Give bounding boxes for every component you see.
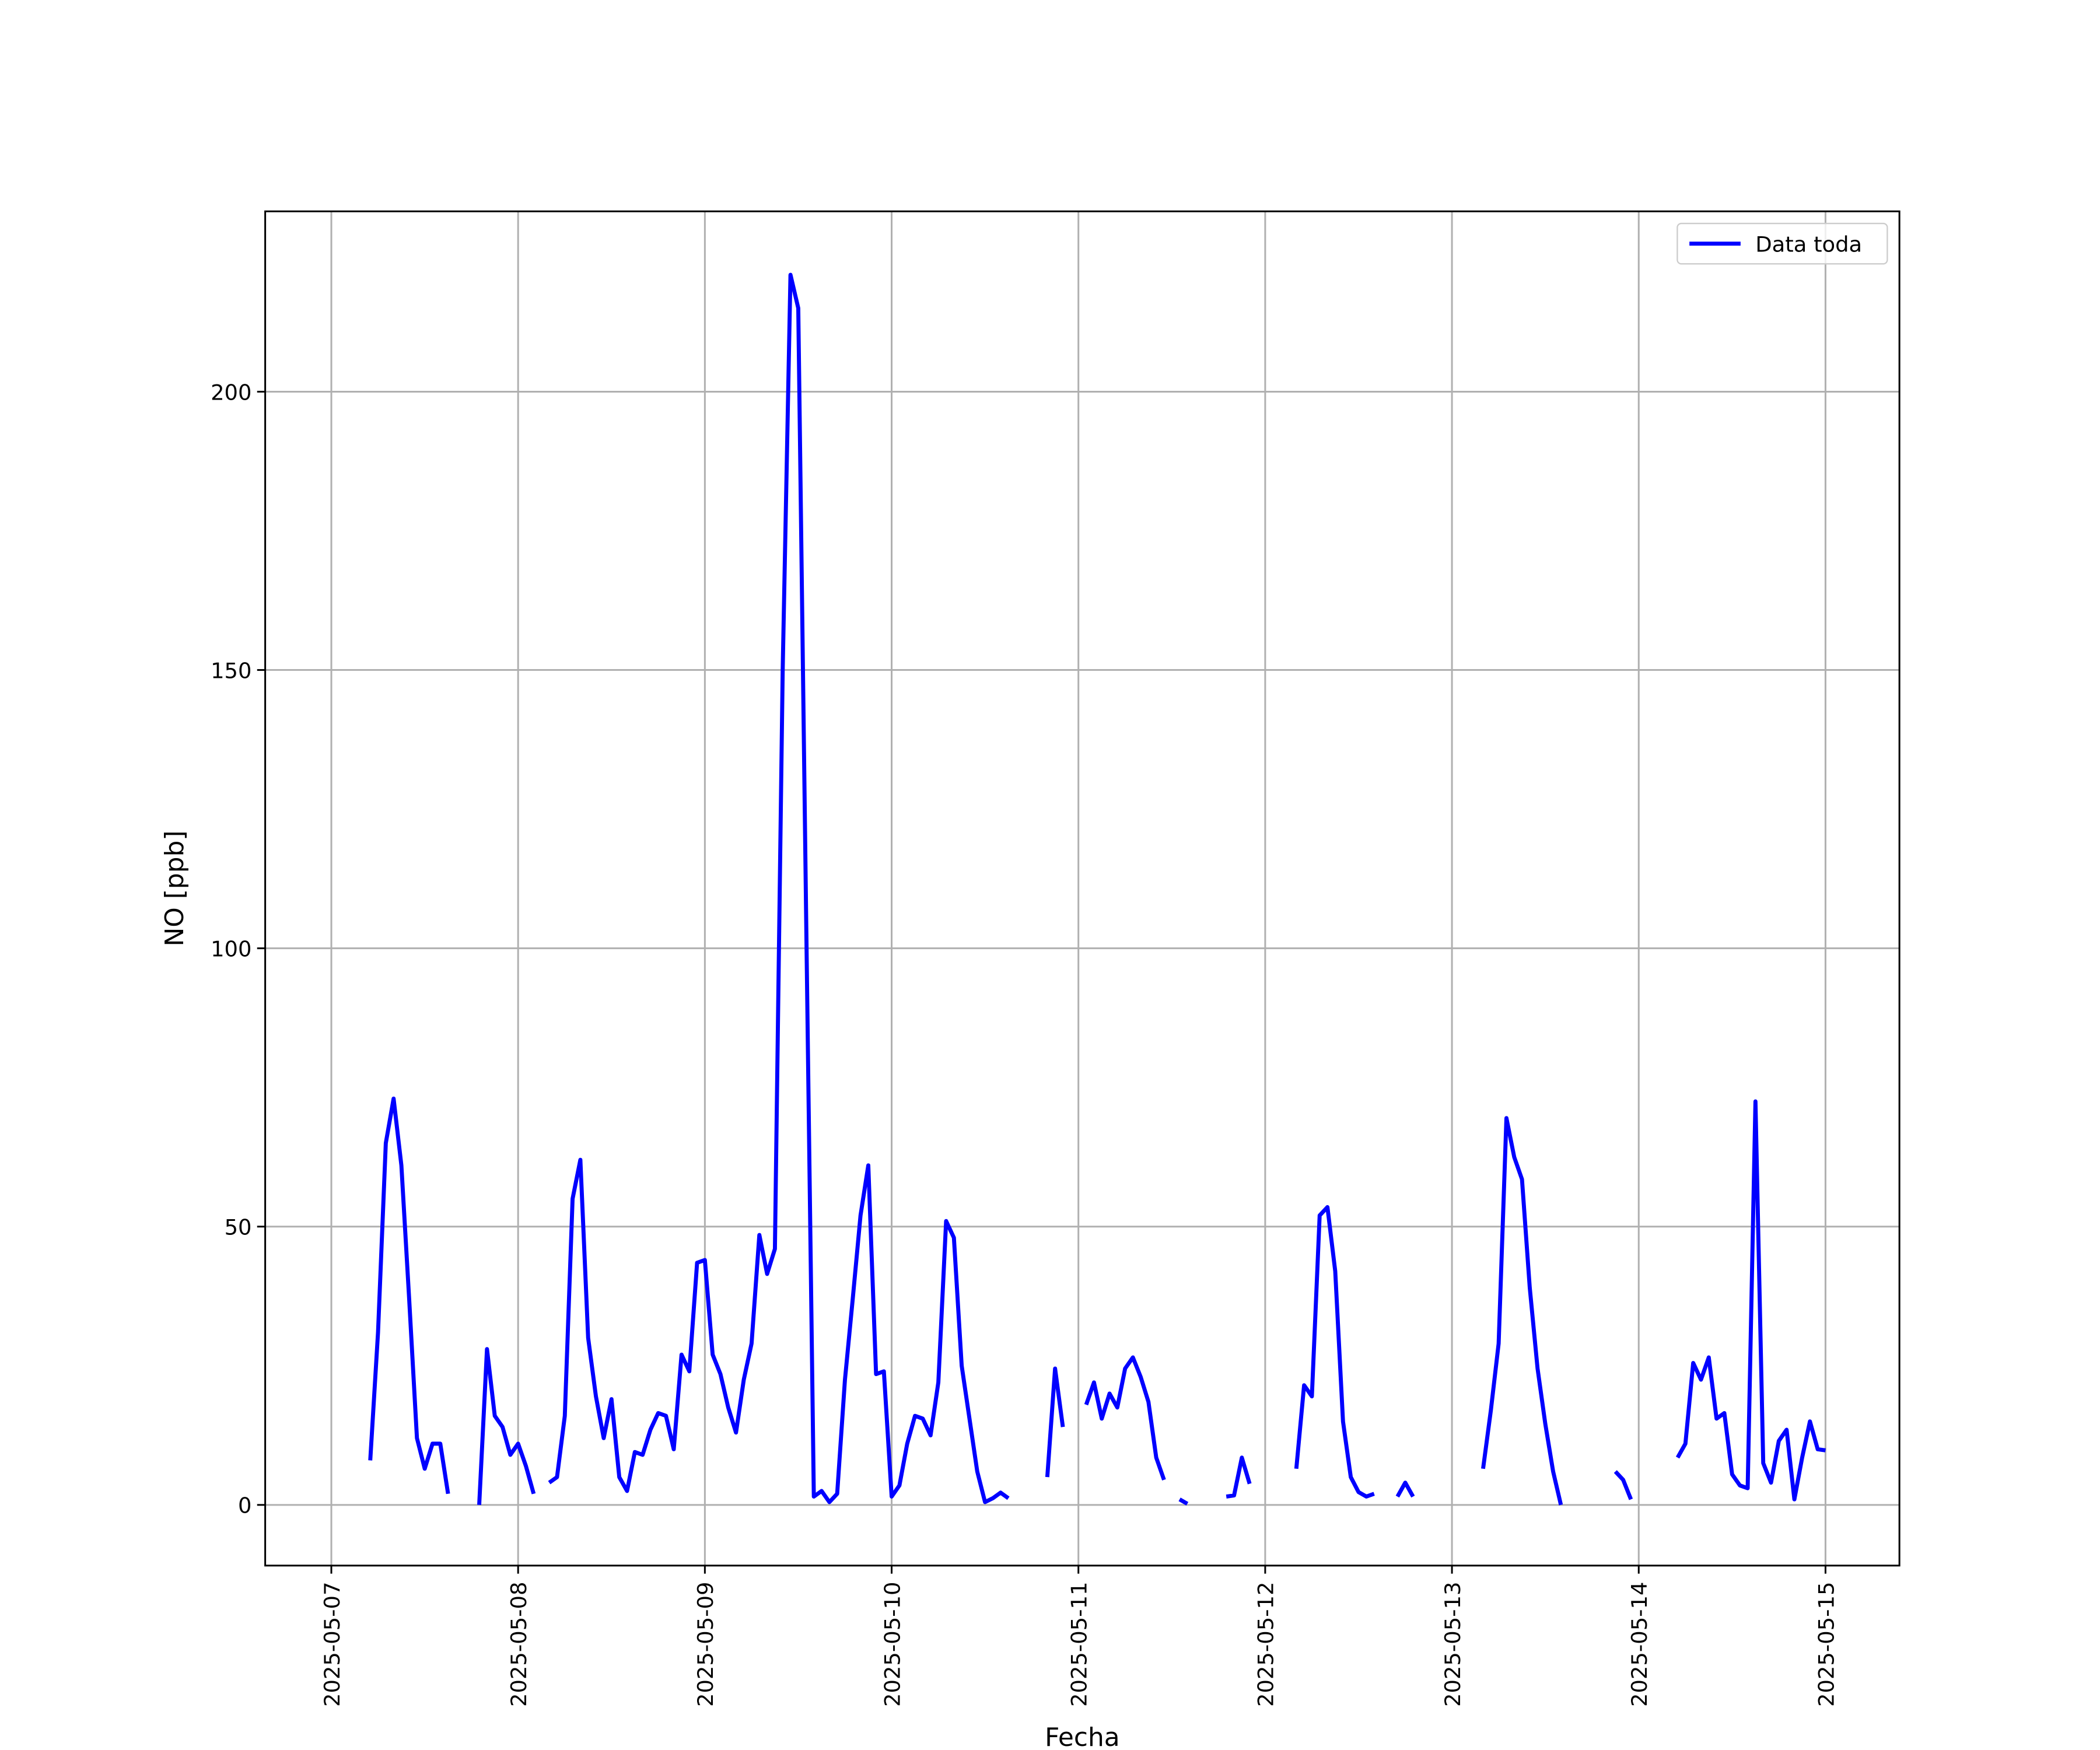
x-axis-label: Fecha bbox=[1045, 1723, 1120, 1750]
legend-label: Data toda bbox=[1755, 232, 1862, 257]
x-tick-label: 2025-05-11 bbox=[1067, 1582, 1092, 1707]
grid bbox=[265, 211, 1900, 1566]
x-tick-label: 2025-05-08 bbox=[506, 1582, 531, 1707]
plot-area bbox=[368, 272, 1826, 1506]
ticks: 0 50 100 150 200 2025-05-07 2025-05-08 2025-05-… bbox=[211, 380, 1839, 1707]
y-tick-label: 0 bbox=[238, 1493, 251, 1518]
x-tick-label: 2025-05-09 bbox=[693, 1582, 718, 1707]
x-tick-label: 2025-05-10 bbox=[880, 1582, 905, 1707]
y-tick-label: 100 bbox=[211, 936, 251, 961]
x-tick-label: 2025-05-14 bbox=[1627, 1582, 1652, 1707]
x-tick-label: 2025-05-12 bbox=[1254, 1582, 1279, 1707]
y-axis-label: NO [ppb] bbox=[160, 831, 190, 947]
legend-box bbox=[1676, 222, 1888, 265]
x-tick-label: 2025-05-07 bbox=[320, 1582, 345, 1707]
y-tick-label: 50 bbox=[225, 1215, 252, 1240]
x-tick-label: 2025-05-15 bbox=[1814, 1582, 1839, 1707]
axes-frame bbox=[264, 210, 1901, 1567]
y-tick-label: 200 bbox=[211, 380, 251, 405]
y-tick-label: 150 bbox=[211, 658, 251, 683]
legend: Data toda bbox=[1676, 222, 1888, 265]
data-line bbox=[368, 272, 1826, 1506]
x-tick-label: 2025-05-13 bbox=[1440, 1582, 1465, 1707]
